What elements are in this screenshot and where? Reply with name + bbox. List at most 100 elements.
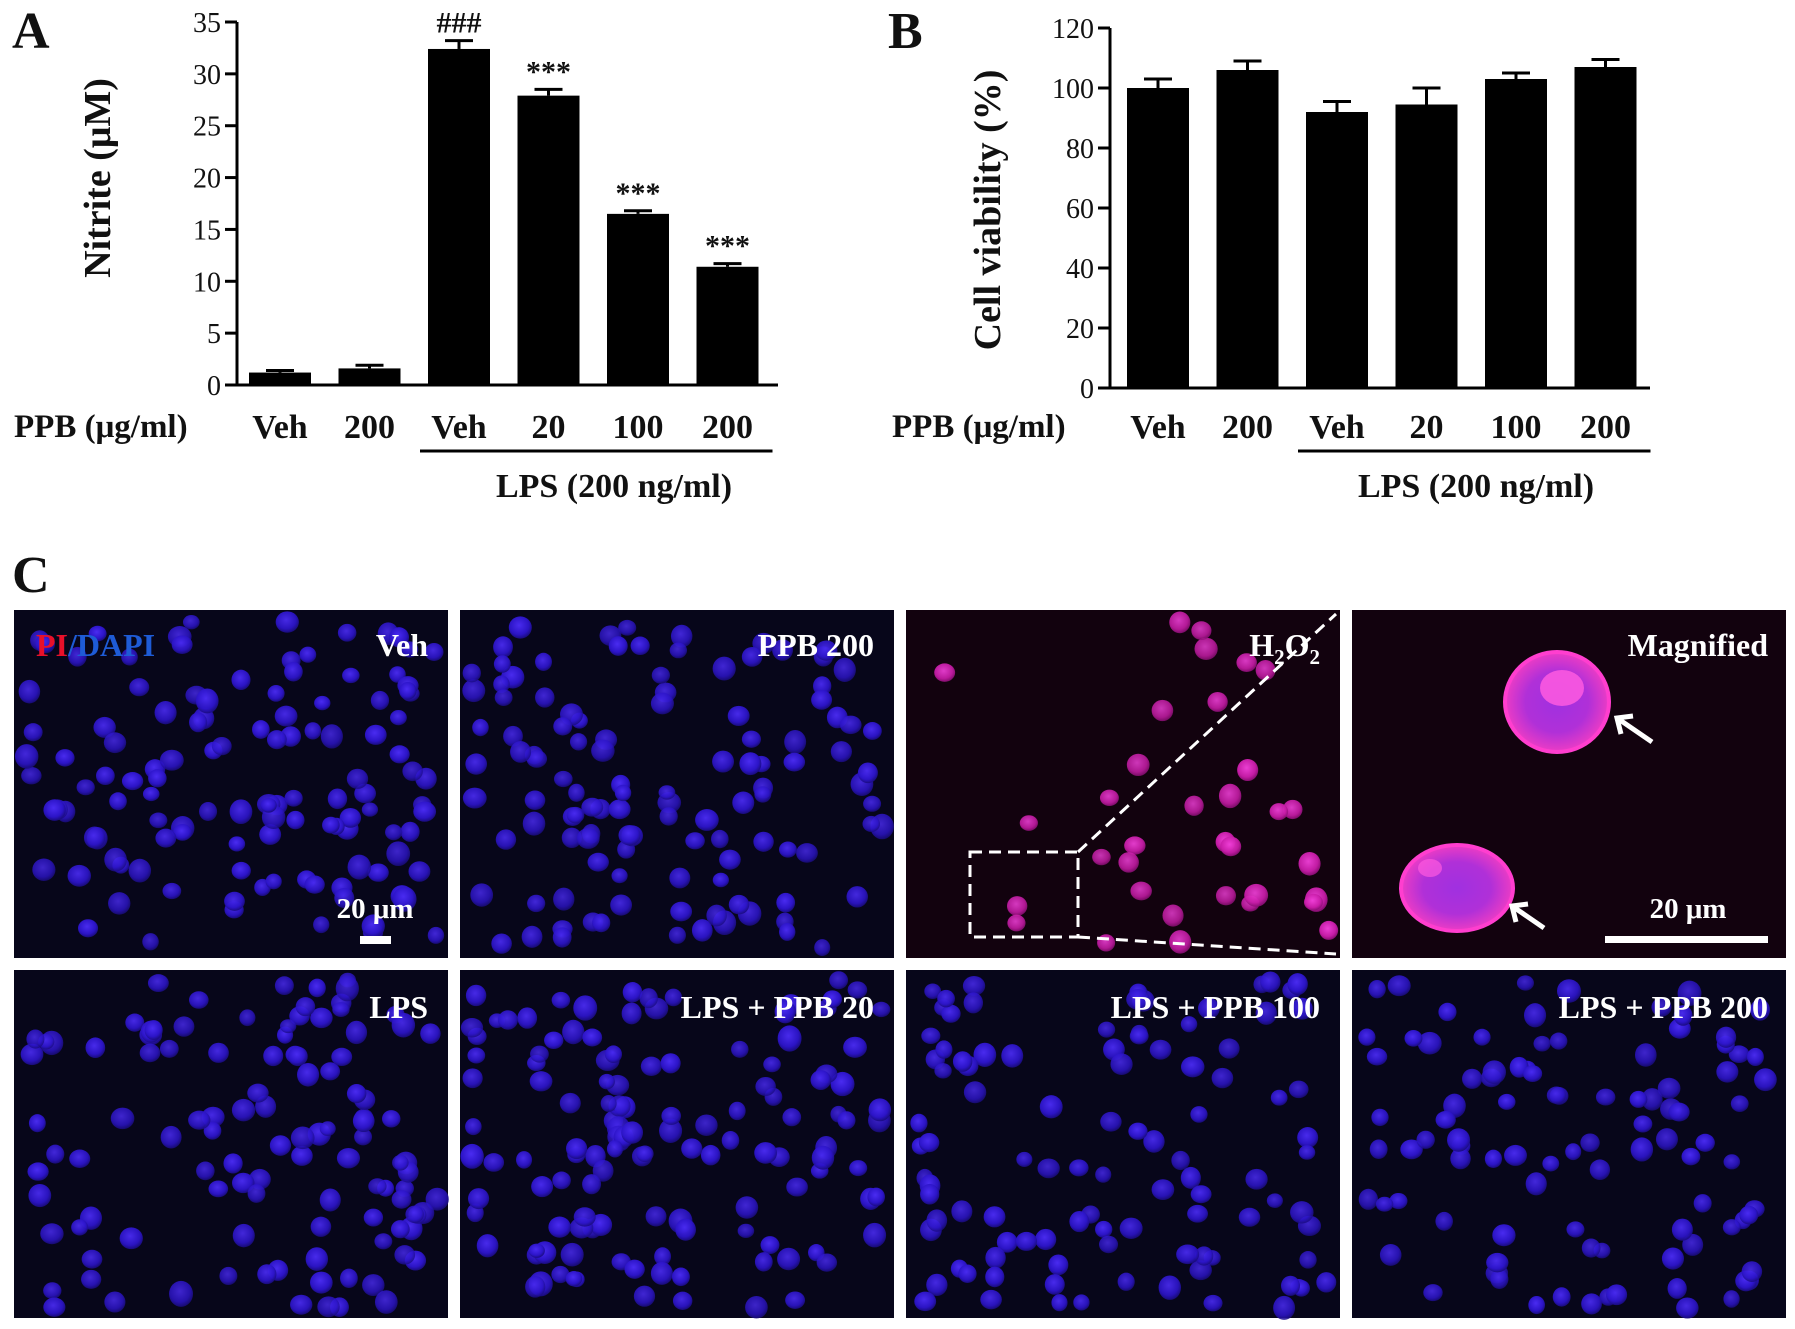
cell-nucleus — [670, 901, 693, 922]
cell-nucleus — [839, 715, 862, 735]
cell-nucleus — [728, 1101, 746, 1121]
bar — [1306, 112, 1368, 388]
cell-nucleus — [1187, 1204, 1208, 1223]
cell-nucleus — [1528, 1295, 1545, 1315]
cell-nucleus — [420, 1023, 441, 1044]
cell-nucleus — [465, 753, 488, 775]
cell-nucleus — [304, 875, 325, 894]
cell-nucleus — [1095, 1166, 1112, 1183]
cell-nucleus — [284, 661, 303, 682]
cell-nucleus — [1097, 934, 1116, 952]
cell-nucleus — [331, 1047, 353, 1067]
cell-nucleus — [1319, 920, 1339, 940]
cell-nucleus — [1358, 1028, 1376, 1046]
cell-nucleus — [334, 887, 355, 909]
cell-nucleus — [760, 1236, 780, 1254]
cell-nucleus — [576, 827, 600, 849]
cell-nucleus — [958, 1264, 977, 1283]
y-tick-label: 20 — [193, 164, 221, 195]
cell-nucleus — [182, 614, 200, 630]
cell-nucleus — [598, 1073, 615, 1090]
cell-nucleus — [257, 1264, 277, 1285]
cell-nucleus — [712, 750, 735, 773]
micro-label-ppb200: PPB 200 — [758, 627, 874, 663]
cell-nucleus — [43, 1297, 66, 1317]
cell-nucleus — [592, 1159, 614, 1182]
y-tick-label: 30 — [193, 60, 221, 91]
cell-nucleus — [1051, 1294, 1068, 1312]
cell-nucleus — [1039, 1095, 1063, 1119]
micrograph-tile — [1352, 970, 1786, 1319]
cell-nucleus — [203, 1121, 222, 1140]
cell-nucleus — [374, 1290, 398, 1314]
cell-nucleus — [811, 1145, 835, 1170]
cell-nucleus — [728, 894, 750, 915]
cell-nucleus — [1676, 1297, 1699, 1319]
cell-nucleus — [462, 679, 486, 703]
cell-nucleus — [93, 716, 116, 738]
cell-nucleus — [148, 769, 167, 788]
cell-nucleus — [528, 1243, 545, 1258]
cell-nucleus — [754, 1252, 773, 1272]
cell-nucleus — [85, 1037, 106, 1059]
cell-nucleus — [347, 854, 372, 880]
cell-nucleus — [1741, 1261, 1763, 1282]
cell-nucleus — [361, 914, 385, 938]
cell-nucleus — [521, 925, 543, 948]
cell-nucleus — [816, 1253, 838, 1272]
cell-nucleus — [125, 1013, 145, 1032]
cell-nucleus — [552, 927, 572, 948]
cell-nucleus — [1297, 1127, 1319, 1149]
cell-nucleus — [1099, 1235, 1119, 1254]
cell-nucleus — [188, 1110, 211, 1130]
cell-nucleus — [1630, 1137, 1654, 1162]
cell-nucleus — [618, 619, 637, 636]
cell-nucleus — [1180, 1166, 1201, 1189]
cell-nucleus — [1237, 759, 1259, 782]
cell-nucleus — [1220, 836, 1242, 857]
cell-nucleus — [299, 646, 317, 663]
cell-nucleus — [231, 1098, 256, 1122]
cell-nucleus — [1447, 1128, 1471, 1152]
cell-nucleus — [660, 1053, 681, 1074]
cell-nucleus — [1416, 1130, 1435, 1149]
cell-nucleus — [735, 1196, 759, 1219]
cell-nucleus — [763, 1056, 781, 1073]
cell-nucleus — [1722, 1219, 1741, 1236]
stain-legend-pi: PI — [36, 627, 68, 663]
micro-label-lps: LPS — [369, 989, 428, 1025]
cell-nucleus — [322, 816, 340, 834]
cell-nucleus — [560, 1242, 584, 1267]
cell-nucleus — [367, 863, 389, 882]
cell-nucleus — [611, 868, 628, 884]
y-tick-label: 60 — [1066, 194, 1094, 225]
category-label: Veh — [1309, 409, 1365, 446]
cell-nucleus — [843, 1036, 867, 1058]
cell-nucleus — [1387, 975, 1411, 997]
cell-nucleus — [1404, 1030, 1423, 1047]
cell-nucleus — [308, 978, 326, 998]
cell-nucleus — [1728, 1045, 1750, 1064]
cell-nucleus — [1677, 980, 1702, 1007]
cell-nucleus — [1016, 1151, 1033, 1168]
panel-letter-c: C — [12, 547, 50, 604]
micrograph-background — [906, 970, 1340, 1318]
cell-nucleus — [104, 847, 127, 872]
panel-letter-b: B — [888, 3, 923, 60]
bar — [1395, 104, 1458, 388]
cell-nucleus — [337, 623, 357, 642]
cell-nucleus — [362, 1274, 385, 1297]
cell-nucleus — [320, 1062, 341, 1081]
cell-nucleus — [952, 1051, 973, 1072]
cell-nucleus — [467, 1188, 490, 1210]
cell-nucleus — [1288, 1080, 1309, 1099]
cell-nucleus — [1552, 1287, 1571, 1307]
cell-nucleus — [1218, 783, 1242, 809]
cell-nucleus — [610, 894, 633, 916]
cell-nucleus — [1092, 848, 1111, 866]
bar — [1127, 88, 1189, 388]
cell-nucleus — [1215, 886, 1236, 906]
cell-nucleus — [128, 858, 152, 883]
cell-nucleus — [622, 982, 643, 1003]
cell-nucleus — [1218, 1038, 1240, 1059]
